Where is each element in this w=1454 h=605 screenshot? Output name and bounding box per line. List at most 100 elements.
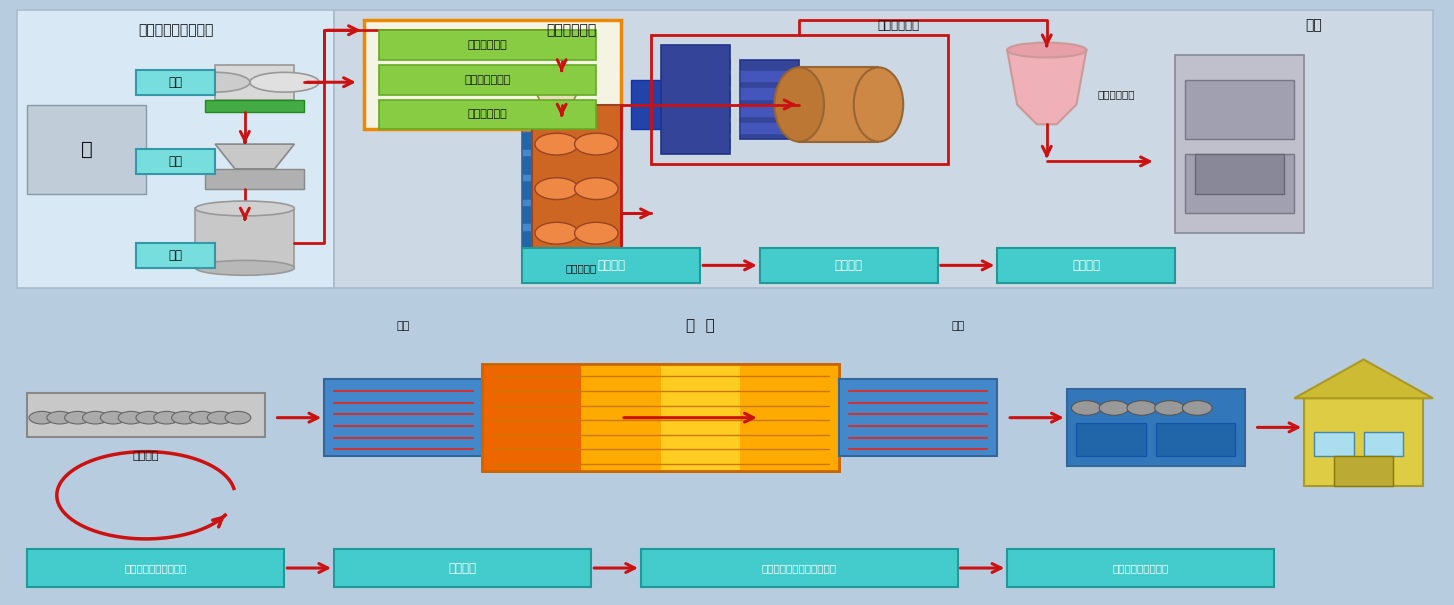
- Text: 自动识别分型号入库: 自动识别分型号入库: [1112, 563, 1169, 573]
- FancyBboxPatch shape: [378, 65, 596, 94]
- FancyBboxPatch shape: [740, 122, 800, 134]
- Circle shape: [1099, 401, 1128, 415]
- FancyBboxPatch shape: [997, 248, 1175, 283]
- Text: 微波炉磁体材料: 微波炉磁体材料: [464, 75, 510, 85]
- Circle shape: [64, 411, 90, 424]
- FancyBboxPatch shape: [1195, 154, 1284, 194]
- Circle shape: [225, 411, 250, 424]
- Circle shape: [100, 411, 126, 424]
- Circle shape: [118, 411, 144, 424]
- FancyBboxPatch shape: [1076, 422, 1146, 457]
- Text: 视觉识别自动分选入窑: 视觉识别自动分选入窑: [125, 563, 188, 573]
- FancyBboxPatch shape: [740, 87, 800, 100]
- Text: 喉叭磁体材料: 喉叭磁体材料: [468, 110, 507, 119]
- Text: 💻: 💻: [80, 140, 93, 159]
- Ellipse shape: [250, 73, 318, 92]
- FancyBboxPatch shape: [631, 80, 660, 129]
- Polygon shape: [526, 75, 586, 105]
- Circle shape: [535, 222, 579, 244]
- Circle shape: [83, 411, 108, 424]
- Text: 自动输送料浆: 自动输送料浆: [1098, 90, 1134, 100]
- Text: 卸车: 卸车: [951, 321, 964, 330]
- FancyBboxPatch shape: [660, 138, 730, 149]
- FancyBboxPatch shape: [334, 10, 1432, 287]
- FancyBboxPatch shape: [522, 157, 557, 174]
- FancyBboxPatch shape: [522, 182, 557, 198]
- FancyBboxPatch shape: [522, 206, 557, 223]
- FancyBboxPatch shape: [522, 70, 557, 253]
- FancyBboxPatch shape: [378, 100, 596, 129]
- Circle shape: [535, 178, 579, 200]
- FancyBboxPatch shape: [1185, 154, 1294, 214]
- FancyBboxPatch shape: [1333, 457, 1393, 486]
- FancyBboxPatch shape: [205, 169, 304, 189]
- Circle shape: [189, 411, 215, 424]
- Ellipse shape: [853, 67, 903, 142]
- FancyBboxPatch shape: [28, 393, 265, 437]
- FancyBboxPatch shape: [532, 105, 621, 253]
- Ellipse shape: [195, 201, 294, 216]
- Circle shape: [154, 411, 179, 424]
- Text: 成型压制: 成型压制: [1073, 259, 1101, 272]
- FancyBboxPatch shape: [1156, 422, 1234, 457]
- Circle shape: [172, 411, 198, 424]
- FancyBboxPatch shape: [137, 70, 215, 94]
- FancyBboxPatch shape: [1175, 55, 1304, 233]
- FancyBboxPatch shape: [137, 243, 215, 268]
- Circle shape: [1072, 401, 1101, 415]
- Circle shape: [1127, 401, 1157, 415]
- FancyBboxPatch shape: [800, 67, 878, 142]
- FancyBboxPatch shape: [522, 231, 557, 248]
- FancyBboxPatch shape: [740, 70, 800, 82]
- Ellipse shape: [180, 73, 250, 92]
- Polygon shape: [1008, 50, 1086, 124]
- Ellipse shape: [775, 67, 824, 142]
- FancyBboxPatch shape: [522, 107, 557, 124]
- Circle shape: [47, 411, 73, 424]
- FancyBboxPatch shape: [522, 248, 701, 283]
- FancyBboxPatch shape: [137, 149, 215, 174]
- Polygon shape: [215, 144, 294, 169]
- FancyBboxPatch shape: [740, 105, 800, 117]
- Circle shape: [1182, 401, 1213, 415]
- FancyBboxPatch shape: [641, 549, 958, 587]
- Text: 混料: 混料: [169, 76, 183, 89]
- FancyBboxPatch shape: [215, 65, 294, 100]
- FancyBboxPatch shape: [660, 59, 730, 70]
- FancyBboxPatch shape: [483, 364, 839, 471]
- FancyBboxPatch shape: [1304, 398, 1423, 486]
- Text: 压机: 压机: [1306, 18, 1323, 32]
- FancyBboxPatch shape: [17, 10, 334, 287]
- Text: 自动输送: 自动输送: [132, 451, 158, 462]
- Circle shape: [574, 133, 618, 155]
- Circle shape: [137, 411, 161, 424]
- FancyBboxPatch shape: [1314, 432, 1354, 457]
- FancyBboxPatch shape: [483, 364, 582, 471]
- Text: 磁材原材料制造中心: 磁材原材料制造中心: [138, 23, 214, 38]
- Ellipse shape: [1008, 42, 1086, 57]
- Ellipse shape: [195, 260, 294, 275]
- Circle shape: [574, 222, 618, 244]
- Circle shape: [574, 178, 618, 200]
- FancyBboxPatch shape: [660, 106, 730, 117]
- Text: 磨床、自动检分、自动包装: 磨床、自动检分、自动包装: [762, 563, 836, 573]
- Circle shape: [1154, 401, 1185, 415]
- FancyBboxPatch shape: [740, 60, 800, 139]
- FancyBboxPatch shape: [378, 30, 596, 60]
- FancyBboxPatch shape: [839, 379, 997, 457]
- FancyBboxPatch shape: [740, 364, 839, 471]
- Circle shape: [535, 133, 579, 155]
- FancyBboxPatch shape: [1364, 432, 1403, 457]
- FancyBboxPatch shape: [522, 132, 557, 149]
- Text: 炉  窑: 炉 窑: [686, 318, 715, 333]
- Circle shape: [208, 411, 233, 424]
- Text: 三大材料体系: 三大材料体系: [547, 23, 596, 38]
- FancyBboxPatch shape: [28, 549, 285, 587]
- FancyBboxPatch shape: [660, 45, 730, 154]
- FancyBboxPatch shape: [1067, 388, 1245, 466]
- FancyBboxPatch shape: [660, 75, 730, 86]
- Text: 磁瓦磁体材料: 磁瓦磁体材料: [468, 40, 507, 50]
- FancyBboxPatch shape: [660, 122, 730, 133]
- Text: 二次细末: 二次细末: [835, 259, 862, 272]
- FancyBboxPatch shape: [324, 379, 483, 457]
